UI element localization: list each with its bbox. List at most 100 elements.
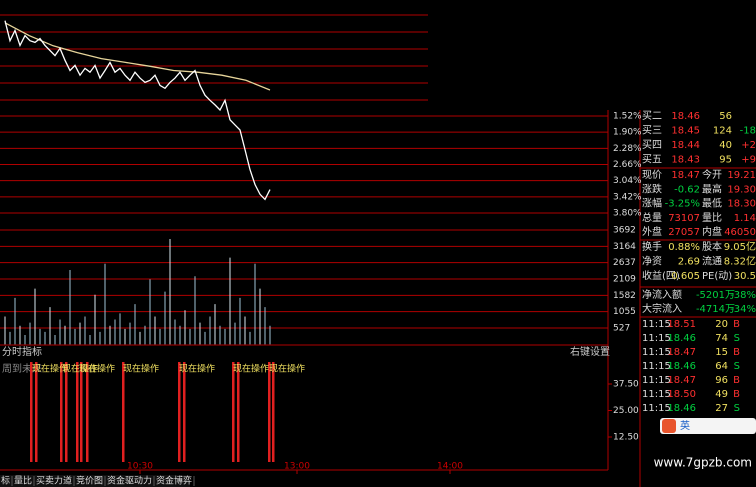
tab[interactable]: 买卖力道 [36,475,72,487]
signal-label: 现在操作 [123,363,159,375]
quote-cell: 11:15 [642,403,671,414]
signal-bar [272,362,275,462]
quote-cell: S [734,333,740,344]
y-tick-label: 2.66% [613,160,642,170]
signal-bar [60,362,63,462]
indicator-settings[interactable]: 右键设置 [570,345,610,358]
tab-bar [0,475,190,487]
tab[interactable]: 资金博弈 [156,475,192,487]
signal-bar [232,362,235,462]
tab[interactable]: 竞价图 [76,475,103,487]
quote-cell: 今开 [702,168,722,181]
y-tick-label: 527 [613,324,630,334]
quote-cell: 买二 [642,110,662,122]
quote-cell: 2.69 [678,257,700,268]
y-tick-label: 1582 [613,291,636,301]
avg-line [4,22,271,91]
tab[interactable]: 量比 [14,475,32,487]
y-tick-label: 3.42% [613,192,642,202]
y-tick-label: 3692 [613,226,636,236]
quote-cell: -38% [730,290,756,301]
quote-cell: 96 [715,375,728,386]
quote-cell: 18.30 [727,199,756,210]
time-label: 13:00 [284,462,310,472]
signal-label: 现在操作 [233,363,269,375]
signal-bar [178,362,181,462]
ime-mode[interactable]: 英 [680,419,690,432]
quote-cell: 11:15 [642,319,671,330]
signal-label: 现在操作 [62,363,98,375]
quote-cell: 18.51 [667,319,696,330]
quote-cell: 11:15 [642,361,671,372]
quote-cell: B [733,347,740,358]
signal-bar [237,362,240,462]
quote-cell: -0.62 [674,184,700,195]
quote-cell: 9.05亿 [724,240,756,253]
ime-logo [662,419,676,433]
quote-cell: B [733,319,740,330]
quote-cell: 124 [713,126,732,137]
quote-cell: 涨幅 [642,197,662,210]
quote-cell: -5201万 [696,290,735,301]
quote-cell: 11:15 [642,347,671,358]
quote-cell: -3.25% [665,199,700,210]
quote-cell: 27 [715,403,728,414]
quote-cell: 净资 [642,255,662,268]
quote-cell: 量比 [702,212,722,224]
quote-cell: 73107 [668,213,700,224]
quote-cell: 最低 [702,197,722,210]
quote-cell: 19.21 [727,170,756,181]
y-tick-label: 12.50 [613,433,639,443]
tab[interactable]: 标 [1,475,10,487]
signal-bar [183,362,186,462]
quote-cell: -18 [740,126,756,137]
quote-cell: 18.47 [667,347,696,358]
quote-cell: 11:15 [642,333,671,344]
quote-cell: 最高 [702,182,722,195]
y-tick-label: 2109 [613,275,636,285]
quote-cell: B [733,375,740,386]
quote-cell: +9 [741,155,756,166]
quote-cell: 18.47 [671,170,700,181]
quote-cell: 18.44 [671,140,700,151]
quote-cell: 18.46 [667,361,696,372]
watermark: www.7gpzb.com [654,456,752,470]
quote-cell: -4714万 [696,304,735,315]
quote-cell: PE(动) [702,270,732,282]
y-tick-label: 3164 [613,242,636,252]
signal-label: 现在操作 [269,363,305,375]
quote-cell: 18.47 [667,375,696,386]
signal-bar [30,362,33,462]
quote-cell: 18.46 [667,403,696,414]
signal-bar [35,362,38,462]
quote-cell: 56 [719,111,732,122]
quote-cell: 现价 [642,169,662,181]
quote-cell: 买五 [642,154,662,166]
time-label: 10:30 [127,462,153,472]
indicator-title: 分时指标 [2,345,42,358]
quote-cell: 19.30 [727,184,756,195]
signal-label: 现在操作 [79,363,115,375]
quote-cell: 1.14 [734,213,756,224]
quote-cell: 18.46 [671,111,700,122]
quote-cell: 20 [715,319,728,330]
quote-cell: 11:15 [642,375,671,386]
y-tick-label: 3.04% [613,176,642,186]
y-tick-label: 1.90% [613,128,642,138]
quote-cell: 30.5 [734,271,756,282]
signal-bar [86,362,89,462]
ime-bar: 英 [660,418,756,434]
y-tick-label: 25.00 [613,406,639,416]
quote-cell: 18.43 [671,155,700,166]
signal-bar [80,362,83,462]
quote-cell: 18.50 [667,389,696,400]
quote-cell: 46050 [724,227,756,238]
quote-cell: 外盘 [642,225,662,238]
quote-cell: S [734,403,740,414]
quote-cell: 净流入额 [642,288,682,301]
signal-bar [65,362,68,462]
quote-cell: 11:15 [642,389,671,400]
quote-cell: 40 [719,140,732,151]
tab[interactable]: 资金驱动力 [107,475,152,487]
